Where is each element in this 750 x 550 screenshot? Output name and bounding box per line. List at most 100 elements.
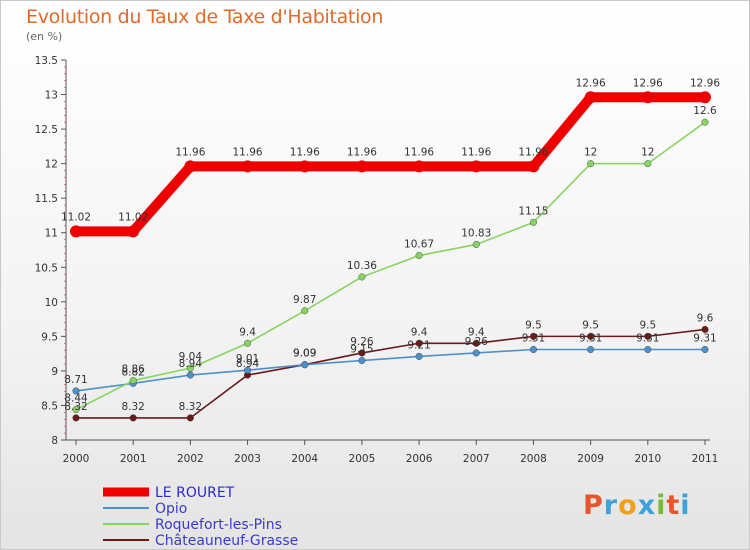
data-point [529,332,537,340]
data-label: 9.31 [579,332,602,344]
axes: 8 8.5 9 9.5 10 10.5 11 11.5 12 12.5 13 13.5 2000 2001… [35,55,719,465]
data-point [184,160,197,173]
data-point [644,160,652,168]
data-point [587,160,595,168]
data-label: 9.5 [639,319,656,331]
data-point [701,345,709,353]
data-label: 9.09 [293,348,316,360]
logo-letter: x [637,490,657,521]
data-label: 9.31 [636,332,659,344]
x-tick-label: 2010 [634,453,661,465]
data-point [129,414,137,422]
data-point [127,225,140,238]
data-point [72,406,80,414]
data-label: 12.96 [690,77,720,89]
data-label: 9.26 [465,336,489,348]
data-point [72,387,80,395]
data-point [241,160,254,173]
data-label: 9.4 [239,326,256,338]
data-label: 8.86 [121,364,145,376]
data-label: 8.32 [64,401,87,413]
data-label: 9.87 [293,294,316,306]
series-line [75,121,706,411]
data-label: 9.09 [293,348,316,360]
legend-label: Roquefort-les-Pins [155,517,282,533]
data-label: 8.94 [236,358,260,370]
data-labels-layer: 8.32 8.32 8.328.949.099.269.4 9.49.5 9.5 9.59… [61,77,720,413]
x-tick-label: 2005 [349,453,376,465]
data-label: 9.04 [179,351,203,363]
data-point [701,325,709,333]
data-label: 12.96 [633,77,663,89]
data-point [244,366,252,374]
series-le-rouret [70,91,711,238]
y-tick-label: 11.5 [35,193,58,205]
logo-letter: P [583,490,604,521]
data-label: 9.15 [350,344,373,356]
legend-label: Opio [155,501,187,517]
chart-title: Evolution du Taux de Taxe d'Habitation [26,6,384,28]
legend-label: LE ROURET [155,485,235,501]
data-point [587,345,595,353]
data-point [186,414,194,422]
data-point [701,118,709,126]
data-point [529,218,537,226]
data-label: 10.67 [404,239,434,251]
y-tick-label: 12 [45,159,58,171]
series-line [71,92,710,237]
data-point [72,414,80,422]
series-line [75,328,706,419]
data-point [358,349,366,357]
data-point [472,240,480,248]
proxiti-logo: Proxiti [583,490,691,521]
data-label: 9.31 [522,332,545,344]
data-point [358,273,366,281]
data-point [644,332,652,340]
data-point [472,349,480,357]
data-label: 9.21 [407,339,430,351]
data-point [413,160,426,173]
data-label: 9.01 [236,353,259,365]
x-tick-label: 2007 [463,453,490,465]
data-label: 10.36 [347,260,377,272]
data-point [699,91,711,104]
x-tick-label: 2006 [406,453,433,465]
data-label: 11.96 [518,146,548,158]
data-label: 12 [641,147,654,159]
data-label: 9.31 [693,332,716,344]
y-tick-label: 12.5 [35,124,58,136]
x-tick-label: 2000 [63,453,90,465]
data-label: 8.32 [121,401,144,413]
x-tick-label: 2008 [520,453,547,465]
data-point [587,332,595,340]
data-label: 9.26 [350,336,374,348]
data-label: 8.94 [179,358,203,370]
data-point [472,339,480,347]
y-tick-label: 13.5 [35,55,58,67]
data-label: 9.5 [525,319,542,331]
data-point [298,160,311,173]
logo-letter: o [618,490,638,521]
data-label: 12.96 [576,77,606,89]
data-label: 8.32 [179,401,202,413]
x-tick-label: 2003 [234,453,261,465]
series-roquefort-les-pins [72,118,709,414]
x-tick-label: 2001 [120,453,147,465]
data-label: 9.6 [697,312,714,324]
data-label: 8.44 [64,393,88,405]
data-point [644,345,652,353]
y-tick-label: 10.5 [35,262,58,274]
y-tick-label: 11 [45,228,58,240]
data-point [527,160,540,173]
data-label: 9.4 [411,326,428,338]
data-label: 11.96 [233,146,263,158]
y-tick-label: 8 [51,435,58,447]
data-label: 12 [584,147,597,159]
data-point [641,91,654,104]
chart-subtitle: (en %) [26,30,63,43]
logo-letter: r [603,490,619,521]
data-point [244,339,252,347]
data-point [358,357,366,365]
data-point [301,307,309,315]
y-tick-label: 13 [45,90,58,102]
